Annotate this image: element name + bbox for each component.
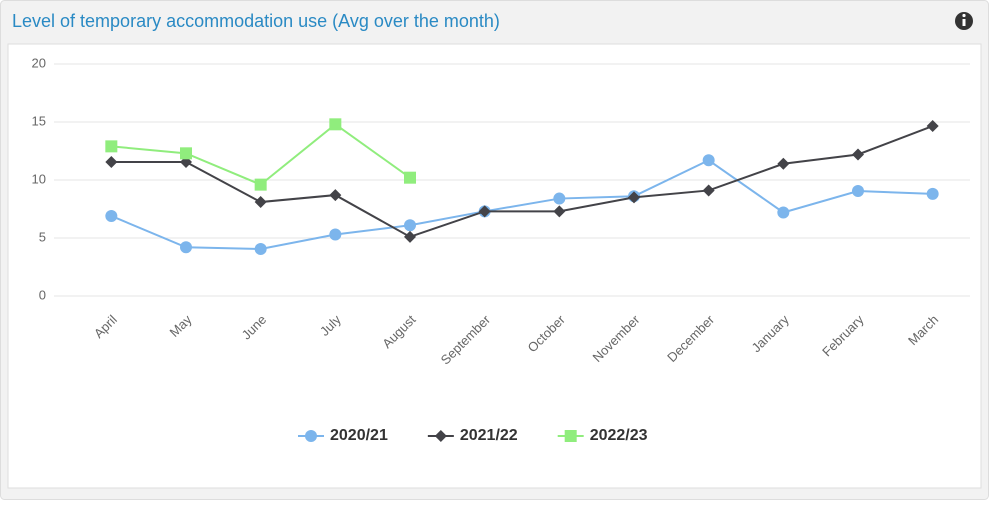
marker [553, 192, 566, 205]
marker [180, 241, 192, 254]
marker [329, 118, 342, 131]
marker [702, 184, 715, 197]
series-line [111, 125, 934, 238]
marker [852, 185, 864, 198]
marker [180, 147, 192, 160]
marker [926, 187, 939, 200]
marker [305, 430, 317, 442]
y-tick-label: 10 [32, 171, 46, 186]
y-tick-label: 15 [32, 113, 46, 128]
marker [254, 178, 267, 191]
legend-label: 2022/23 [590, 427, 648, 444]
legend-item[interactable]: 2020/21 [298, 427, 388, 444]
marker [404, 230, 416, 243]
marker [564, 430, 577, 442]
y-tick-label: 20 [32, 55, 46, 70]
chart-area [7, 43, 982, 489]
series-line [110, 159, 933, 251]
marker [702, 154, 715, 167]
marker [553, 205, 566, 218]
info-dot [962, 13, 966, 18]
marker [105, 140, 118, 153]
marker [478, 205, 491, 218]
marker [628, 191, 640, 204]
y-tick-label: 0 [39, 287, 46, 302]
marker [254, 243, 267, 256]
info-icon[interactable] [955, 12, 973, 30]
marker [852, 148, 864, 161]
marker [404, 219, 416, 232]
marker [777, 206, 790, 219]
marker [105, 209, 118, 222]
legend-item[interactable]: 2022/23 [557, 427, 648, 444]
legend-item[interactable]: 2021/22 [427, 427, 518, 444]
marker [254, 196, 267, 209]
marker [404, 171, 416, 184]
marker [329, 228, 342, 241]
marker [434, 430, 447, 442]
y-tick-label: 5 [39, 229, 46, 244]
chart-title: Level of temporary accommodation use (Av… [12, 11, 500, 31]
series [105, 118, 416, 191]
legend-label: 2021/22 [460, 427, 518, 444]
info-glyph [962, 19, 966, 26]
marker [777, 157, 790, 170]
legend-label: 2020/21 [330, 427, 388, 444]
marker [926, 120, 939, 133]
marker [329, 189, 342, 202]
marker [105, 156, 118, 169]
